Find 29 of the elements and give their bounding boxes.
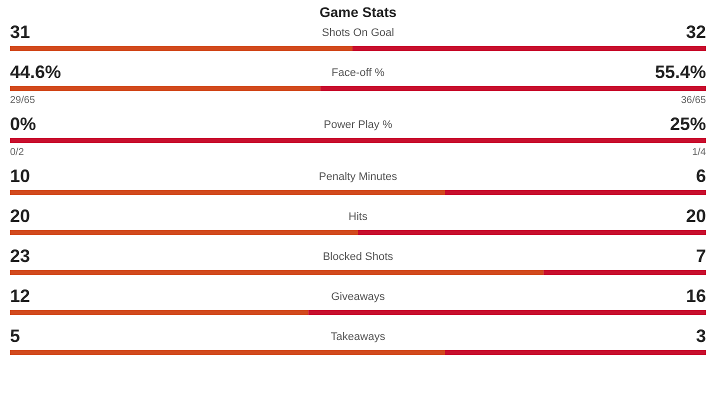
data-label: 20 (10, 206, 30, 226)
data-label: 12 (10, 286, 30, 306)
y-tick-label: Hits (348, 211, 368, 223)
y-tick-label: Power Play % (324, 119, 392, 131)
data-label: 20 (686, 206, 706, 226)
data-label: 55.4% (654, 62, 706, 82)
data-label: 10 (10, 166, 30, 186)
data-label: 31 (10, 22, 30, 42)
data-label: 23 (10, 246, 30, 266)
data-label: 32 (686, 22, 706, 42)
y-tick-label: Penalty Minutes (318, 171, 398, 183)
annotation: 29/65 (10, 95, 36, 106)
data-label: 5 (10, 326, 20, 346)
y-tick-label: Face-off % (332, 67, 385, 79)
data-label: 0% (10, 114, 36, 134)
chart-title: Game Stats (319, 4, 397, 20)
data-label: 44.6% (10, 62, 62, 82)
data-label: 16 (686, 286, 706, 306)
annotation: 36/65 (680, 95, 706, 106)
data-label: 6 (696, 166, 706, 186)
data-label: 7 (696, 246, 706, 266)
annotation: 0/2 (10, 147, 24, 158)
y-tick-label: Blocked Shots (322, 251, 394, 263)
data-label: 25% (670, 114, 706, 134)
data-label: 3 (696, 326, 706, 346)
y-tick-label: Giveaways (331, 291, 386, 303)
y-tick-label: Shots On Goal (322, 27, 394, 39)
annotation: 1/4 (692, 147, 706, 158)
y-tick-label: Takeaways (330, 331, 386, 343)
